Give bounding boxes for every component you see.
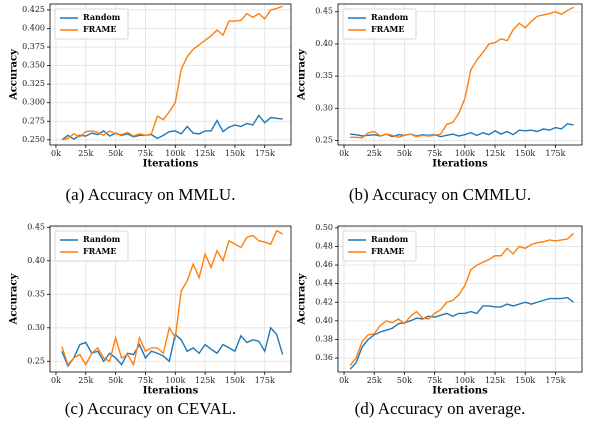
legend-label: Random bbox=[83, 12, 121, 22]
y-axis-label: Accuracy bbox=[297, 272, 308, 325]
caption: (c) Accuracy on CEVAL. bbox=[65, 399, 237, 418]
x-axis-label: Iterations bbox=[143, 386, 199, 397]
subplot: 0.250 0.275 0.300 0.325 0.350 0.375 0.400 0.425… bbox=[9, 3, 292, 204]
y-tick-label: 0.38 bbox=[315, 334, 333, 343]
x-axis-label: Iterations bbox=[143, 159, 199, 170]
legend-label: FRAME bbox=[371, 24, 405, 34]
x-tick-label: 50k bbox=[397, 376, 412, 385]
y-axis-label: Accuracy bbox=[9, 272, 20, 325]
x-tick-label: 100k bbox=[455, 376, 475, 385]
subplot: 0.25 0.30 0.35 0.40 0.45 0k 25k 50k 75k 100k 125k 1… bbox=[297, 3, 583, 204]
plot-frame bbox=[49, 225, 292, 373]
series-line bbox=[349, 232, 575, 366]
legend-frame bbox=[54, 230, 129, 262]
x-tick-label: 50k bbox=[108, 376, 123, 385]
x-tick-label: 25k bbox=[367, 149, 382, 158]
x-tick-label: 125k bbox=[195, 376, 215, 385]
x-tick-label: 75k bbox=[138, 376, 153, 385]
x-tick-label: 150k bbox=[515, 149, 535, 158]
x-tick-label: 125k bbox=[195, 149, 215, 158]
y-tick-label: 0.44 bbox=[315, 279, 333, 288]
x-tick-label: 150k bbox=[225, 376, 245, 385]
plot-frame bbox=[337, 225, 583, 373]
x-tick-label: 0k bbox=[339, 376, 349, 385]
y-tick-label: 0.35 bbox=[27, 289, 45, 298]
x-tick-label: 175k bbox=[545, 376, 565, 385]
y-tick-label: 0.40 bbox=[315, 316, 333, 325]
caption: (b) Accuracy on CMMLU. bbox=[349, 185, 531, 204]
series-line bbox=[61, 229, 283, 367]
y-tick-label: 0.45 bbox=[315, 7, 333, 16]
legend-label: FRAME bbox=[83, 246, 117, 256]
plot-frame bbox=[337, 3, 583, 146]
x-tick-label: 175k bbox=[255, 376, 275, 385]
y-tick-label: 0.45 bbox=[27, 222, 45, 231]
legend-frame bbox=[54, 8, 129, 40]
y-tick-label: 0.275 bbox=[22, 116, 45, 125]
x-tick-label: 150k bbox=[225, 149, 245, 158]
y-tick-label: 0.50 bbox=[315, 223, 333, 232]
y-tick-label: 0.425 bbox=[22, 5, 45, 14]
x-tick-label: 25k bbox=[78, 376, 93, 385]
y-tick-label: 0.40 bbox=[27, 256, 45, 265]
x-tick-label: 75k bbox=[427, 149, 442, 158]
x-tick-label: 0k bbox=[339, 149, 349, 158]
caption: (d) Accuracy on average. bbox=[355, 399, 526, 418]
series-line bbox=[61, 114, 283, 141]
series-line bbox=[349, 296, 574, 370]
x-tick-label: 125k bbox=[485, 376, 505, 385]
y-tick-label: 0.250 bbox=[22, 135, 45, 144]
subplot: 0.25 0.30 0.35 0.40 0.45 0k 25k 50k 75k 100k 125k 1… bbox=[9, 222, 292, 418]
x-tick-label: 25k bbox=[367, 376, 382, 385]
y-tick-label: 0.400 bbox=[22, 23, 45, 32]
x-tick-label: 75k bbox=[427, 376, 442, 385]
x-tick-label: 150k bbox=[515, 376, 535, 385]
y-tick-label: 0.36 bbox=[315, 353, 333, 362]
y-tick-label: 0.35 bbox=[315, 71, 333, 80]
legend-frame bbox=[342, 230, 417, 262]
y-tick-label: 0.350 bbox=[22, 61, 45, 70]
legend-label: FRAME bbox=[371, 246, 405, 256]
x-tick-label: 125k bbox=[485, 149, 505, 158]
x-tick-label: 100k bbox=[165, 376, 185, 385]
y-tick-label: 0.25 bbox=[27, 356, 45, 365]
x-tick-label: 75k bbox=[138, 149, 153, 158]
x-tick-label: 175k bbox=[255, 149, 275, 158]
legend-label: FRAME bbox=[83, 24, 117, 34]
x-tick-label: 175k bbox=[545, 149, 565, 158]
y-axis-label: Accuracy bbox=[297, 48, 308, 101]
y-axis-label: Accuracy bbox=[9, 48, 20, 101]
x-tick-label: 50k bbox=[397, 149, 412, 158]
y-tick-label: 0.46 bbox=[315, 260, 333, 269]
x-tick-label: 0k bbox=[51, 149, 61, 158]
y-tick-label: 0.300 bbox=[22, 98, 45, 107]
x-axis-label: Iterations bbox=[432, 159, 488, 170]
y-tick-label: 0.42 bbox=[315, 297, 333, 306]
series-line bbox=[350, 6, 574, 139]
y-tick-label: 0.40 bbox=[315, 39, 333, 48]
y-tick-label: 0.30 bbox=[27, 323, 45, 332]
x-tick-label: 100k bbox=[165, 149, 185, 158]
x-tick-label: 50k bbox=[108, 149, 123, 158]
y-tick-label: 0.375 bbox=[22, 42, 45, 51]
x-tick-label: 0k bbox=[51, 376, 61, 385]
series-line bbox=[61, 5, 283, 141]
y-tick-label: 0.325 bbox=[22, 79, 45, 88]
plot-frame bbox=[49, 3, 292, 146]
legend-label: Random bbox=[371, 234, 409, 244]
x-tick-label: 100k bbox=[455, 149, 475, 158]
legend-label: Random bbox=[371, 12, 409, 22]
y-tick-label: 0.48 bbox=[315, 241, 333, 250]
y-tick-label: 0.30 bbox=[315, 103, 333, 112]
legend-label: Random bbox=[83, 234, 121, 244]
y-tick-label: 0.25 bbox=[315, 135, 333, 144]
subplot: 0.36 0.38 0.40 0.42 0.44 0.46 0.48 0.50 0k 25k 50k… bbox=[297, 223, 583, 418]
caption: (a) Accuracy on MMLU. bbox=[66, 185, 236, 204]
legend-frame bbox=[342, 8, 417, 40]
x-axis-label: Iterations bbox=[432, 386, 488, 397]
x-tick-label: 25k bbox=[78, 149, 93, 158]
series-line bbox=[61, 326, 284, 368]
